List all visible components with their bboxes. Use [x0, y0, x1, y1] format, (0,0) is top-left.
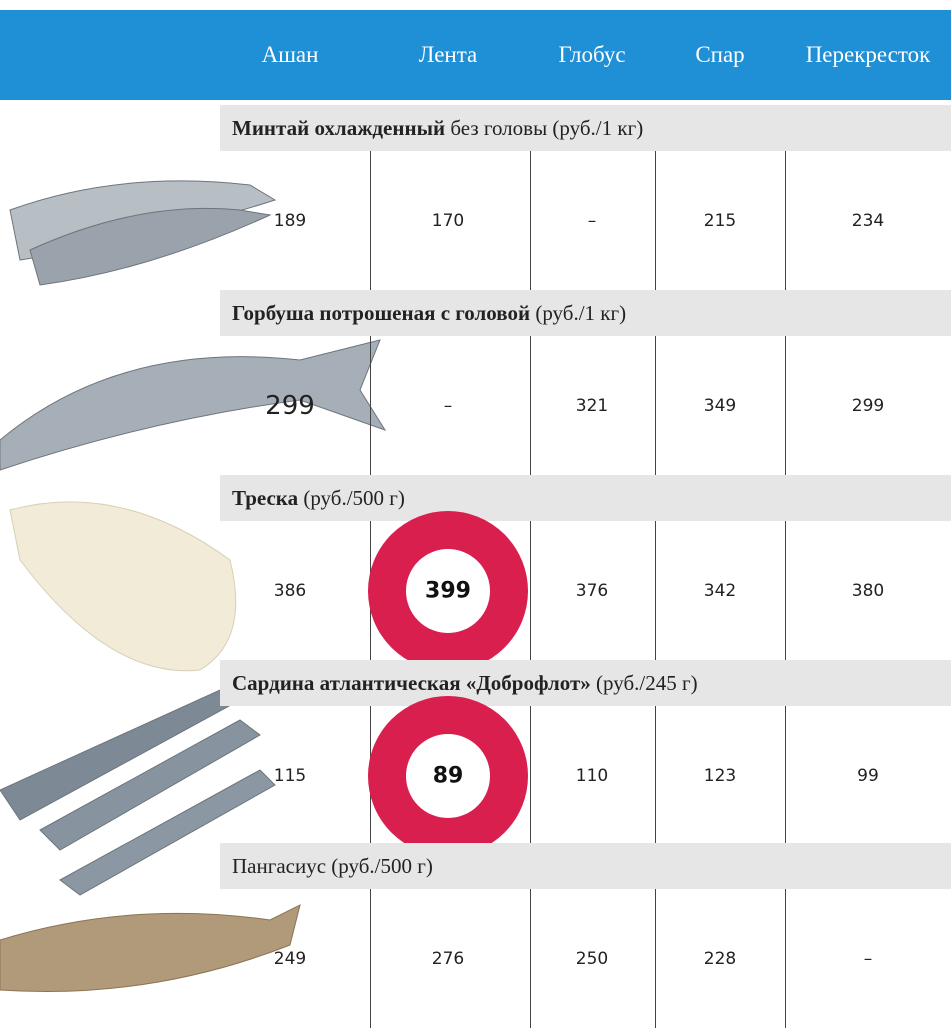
- price: 123: [704, 766, 736, 786]
- price: 228: [704, 949, 736, 969]
- column-divider: [655, 706, 656, 845]
- price: 250: [576, 949, 608, 969]
- column-divider: [530, 889, 531, 1028]
- column-header: Лента: [419, 10, 478, 100]
- column-divider: [785, 336, 786, 475]
- price: 115: [274, 766, 306, 786]
- row-label-bold: Сардина атлантическая «Доброфлот»: [232, 671, 591, 695]
- column-divider: [655, 151, 656, 290]
- column-divider: [370, 889, 371, 1028]
- price: 299: [852, 396, 884, 416]
- column-divider: [370, 151, 371, 290]
- price: 342: [704, 581, 736, 601]
- column-divider: [530, 521, 531, 660]
- column-divider: [785, 151, 786, 290]
- price: 234: [852, 211, 884, 231]
- row-label-text: Пангасиус (руб./500 г): [232, 854, 433, 878]
- price: 189: [274, 211, 306, 231]
- price: 249: [274, 949, 306, 969]
- price: 110: [576, 766, 608, 786]
- row-label: Пангасиус (руб./500 г): [220, 843, 951, 889]
- column-header: Ашан: [262, 10, 319, 100]
- column-header: Перекресток: [806, 10, 931, 100]
- price: 380: [852, 581, 884, 601]
- price: 349: [704, 396, 736, 416]
- column-header: Глобус: [558, 10, 625, 100]
- row-label: Горбуша потрошеная с головой (руб./1 кг): [220, 290, 951, 336]
- column-divider: [655, 889, 656, 1028]
- column-divider: [655, 336, 656, 475]
- column-divider: [530, 706, 531, 845]
- price: 170: [432, 211, 464, 231]
- price: 299: [265, 391, 315, 421]
- price: 89: [433, 763, 464, 788]
- row-label: Треска (руб./500 г): [220, 475, 951, 521]
- column-header: Спар: [695, 10, 744, 100]
- page: Ашан Лента Глобус Спар Перекресток Минтай охл…: [0, 0, 951, 1019]
- row-label-text: (руб./245 г): [596, 671, 698, 695]
- column-divider: [530, 151, 531, 290]
- price: 276: [432, 949, 464, 969]
- price: 399: [425, 578, 471, 603]
- row-label: Сардина атлантическая «Доброфлот» (руб./…: [220, 660, 951, 706]
- column-divider: [785, 889, 786, 1028]
- price: 99: [857, 766, 879, 786]
- row-label-text: (руб./500 г): [303, 486, 405, 510]
- row-label-bold: Минтай охлажденный: [232, 116, 445, 140]
- row-label-text: без головы (руб./1 кг): [450, 116, 643, 140]
- column-divider: [530, 336, 531, 475]
- price: 386: [274, 581, 306, 601]
- row-label: Минтай охлажденный без головы (руб./1 кг…: [220, 105, 951, 151]
- column-divider: [370, 336, 371, 475]
- column-divider: [785, 706, 786, 845]
- price: 321: [576, 396, 608, 416]
- column-divider: [785, 521, 786, 660]
- price: –: [588, 211, 597, 231]
- price: –: [444, 396, 453, 416]
- column-divider: [655, 521, 656, 660]
- price: 215: [704, 211, 736, 231]
- row-label-bold: Горбуша потрошеная с головой: [232, 301, 530, 325]
- row-label-text: (руб./1 кг): [535, 301, 626, 325]
- price: 376: [576, 581, 608, 601]
- price: –: [864, 949, 873, 969]
- row-label-bold: Треска: [232, 486, 298, 510]
